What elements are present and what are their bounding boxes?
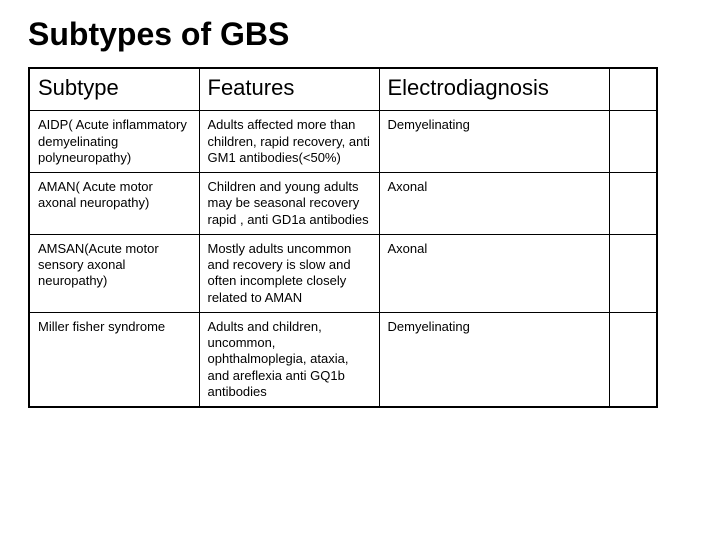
cell-electrodiagnosis: Demyelinating xyxy=(379,111,609,173)
cell-empty xyxy=(609,312,657,407)
cell-empty xyxy=(609,111,657,173)
cell-empty xyxy=(609,234,657,312)
table-row: AMSAN(Acute motor sensory axonal neuropa… xyxy=(29,234,657,312)
cell-electrodiagnosis: Demyelinating xyxy=(379,312,609,407)
cell-subtype: Miller fisher syndrome xyxy=(29,312,199,407)
cell-electrodiagnosis: Axonal xyxy=(379,173,609,235)
cell-subtype: AIDP( Acute inflammatory demyelinating p… xyxy=(29,111,199,173)
cell-features: Children and young adults may be seasona… xyxy=(199,173,379,235)
cell-features: Adults affected more than children, rapi… xyxy=(199,111,379,173)
slide: Subtypes of GBS Subtype Features Electro… xyxy=(0,0,720,540)
gbs-subtypes-table: Subtype Features Electrodiagnosis AIDP( … xyxy=(28,67,658,408)
page-title: Subtypes of GBS xyxy=(28,16,692,53)
col-header-empty xyxy=(609,68,657,111)
col-header-electrodiagnosis: Electrodiagnosis xyxy=(379,68,609,111)
cell-empty xyxy=(609,173,657,235)
table-row: AIDP( Acute inflammatory demyelinating p… xyxy=(29,111,657,173)
cell-electrodiagnosis: Axonal xyxy=(379,234,609,312)
cell-subtype: AMSAN(Acute motor sensory axonal neuropa… xyxy=(29,234,199,312)
col-header-features: Features xyxy=(199,68,379,111)
cell-features: Mostly adults uncommon and recovery is s… xyxy=(199,234,379,312)
col-header-subtype: Subtype xyxy=(29,68,199,111)
cell-subtype: AMAN( Acute motor axonal neuropathy) xyxy=(29,173,199,235)
table-row: AMAN( Acute motor axonal neuropathy) Chi… xyxy=(29,173,657,235)
cell-features: Adults and children, uncommon, ophthalmo… xyxy=(199,312,379,407)
table-row: Miller fisher syndrome Adults and childr… xyxy=(29,312,657,407)
table-header-row: Subtype Features Electrodiagnosis xyxy=(29,68,657,111)
